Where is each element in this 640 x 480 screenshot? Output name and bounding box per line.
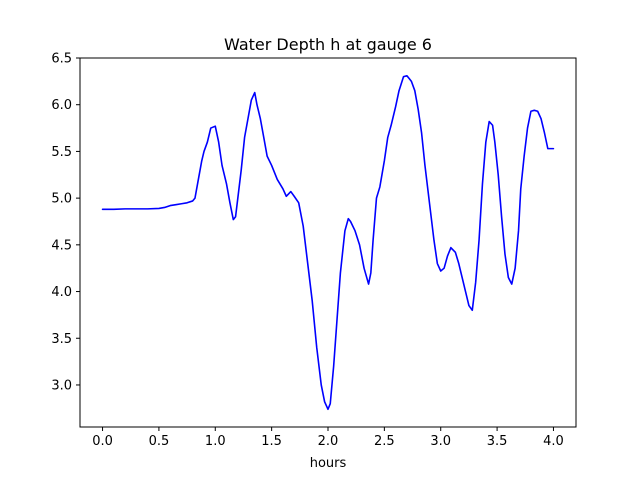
y-tick-label: 6.0 [51,98,72,113]
x-tick-label: 3.0 [430,434,451,449]
y-tick-label: 6.5 [51,52,72,67]
x-tick-label: 4.0 [543,434,564,449]
x-tick-label: 0.5 [149,434,170,449]
y-tick-label: 3.0 [51,378,72,393]
chart-title: Water Depth h at gauge 6 [224,35,432,54]
y-tick-label: 5.0 [51,192,72,207]
x-tick-label: 3.5 [487,434,508,449]
x-tick-label: 1.0 [205,434,226,449]
x-tick-label: 2.0 [318,434,339,449]
plot-area [79,57,577,428]
x-axis-label: hours [310,456,347,471]
series-line-0 [101,74,555,411]
y-tick-label: 4.0 [51,285,72,300]
x-tick-label: 0.0 [92,434,113,449]
x-tick-label: 2.5 [374,434,395,449]
y-tick-label: 4.5 [51,238,72,253]
y-tick-label: 3.5 [51,332,72,347]
axes-frame [79,57,577,428]
x-tick-label: 1.5 [261,434,282,449]
y-tick-label: 5.5 [51,145,72,160]
y-axis: 3.0 3.5 4.0 4.5 5.0 5.5 6.0 6.5 [51,52,80,393]
x-axis: 0.0 0.5 1.0 1.5 2.0 2.5 3.0 3.5 4.0 [92,427,564,449]
